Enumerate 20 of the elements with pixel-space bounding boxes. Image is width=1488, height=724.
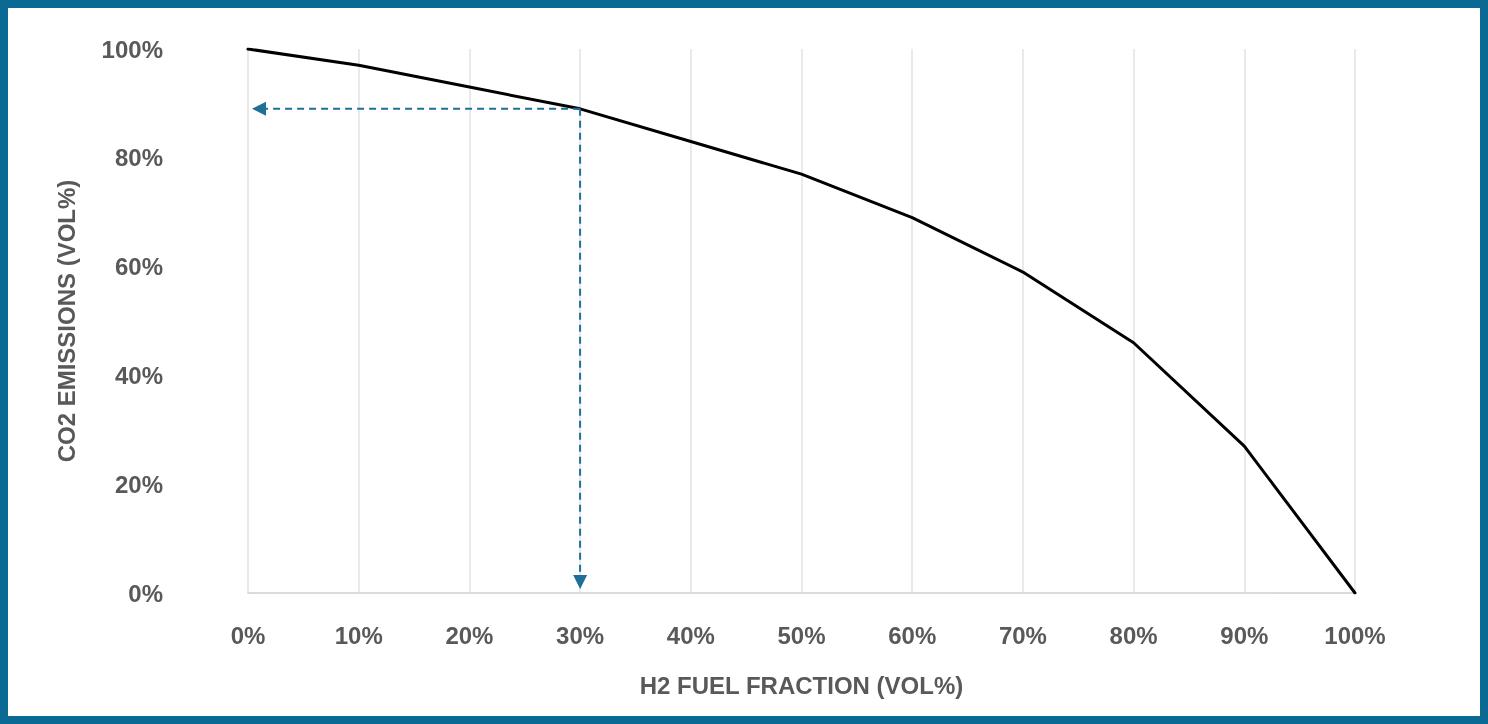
x-tick-label: 70% [998,621,1047,649]
x-tick-label: 80% [1109,621,1158,649]
x-tick-label: 20% [445,621,494,649]
x-tick-label: 100% [1324,621,1386,649]
line-series [246,47,1357,595]
y-tick-label: 0% [128,579,163,607]
x-tick-label: 10% [334,621,383,649]
x-tick-label: 90% [1220,621,1269,649]
y-tick-label: 100% [101,35,163,63]
x-tick-label: 0% [230,621,266,649]
x-tick-label: 40% [666,621,715,649]
y-tick-label: 60% [114,253,163,281]
x-tick-label: 60% [888,621,937,649]
x-tick-label: 50% [777,621,826,649]
x-axis-title: H2 FUEL FRACTION (VOL%) [639,671,964,699]
y-tick-label: 80% [114,144,163,172]
y-tick-label: 20% [114,470,163,498]
y-tick-label: 40% [114,361,163,389]
y-axis-title: CO2 EMISSIONS (VOL%) [52,179,80,463]
x-tick-label: 30% [556,621,605,649]
